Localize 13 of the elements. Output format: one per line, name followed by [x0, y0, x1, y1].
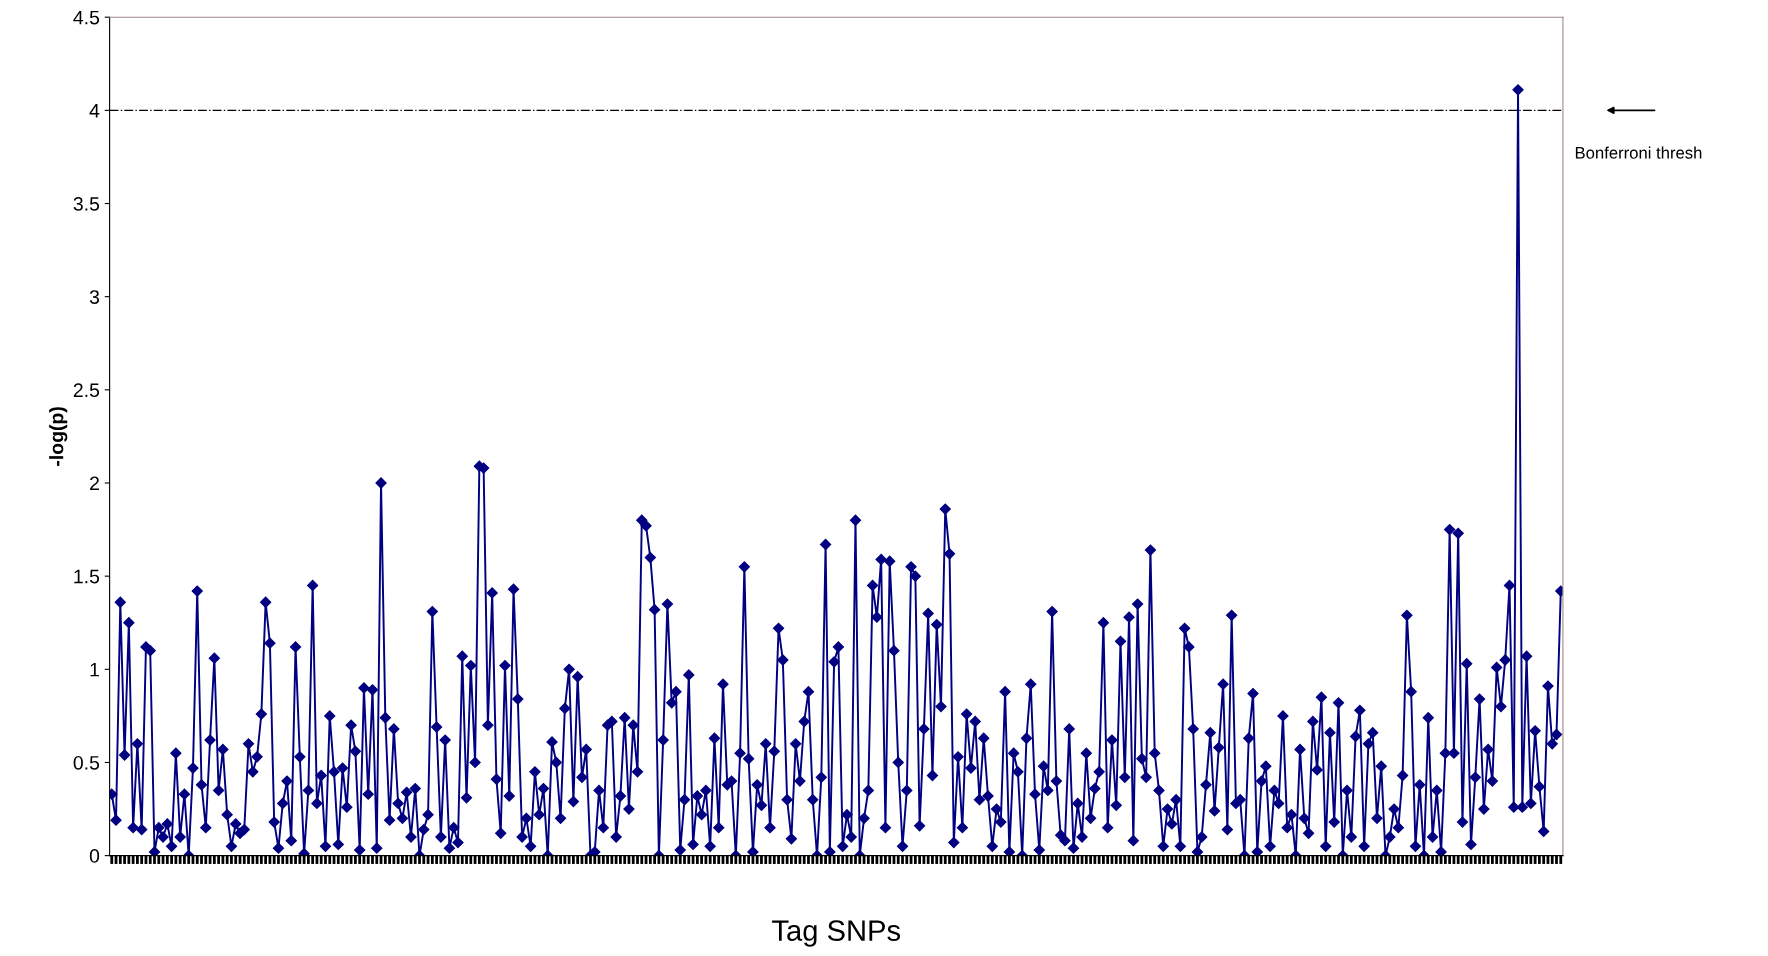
y-tick-label: 2	[90, 476, 99, 491]
ref-line-label: Bonferroni thresh	[1575, 146, 1702, 159]
y-tick-label: 1	[90, 662, 99, 677]
y-tick-label: 3.5	[73, 196, 100, 211]
y-tick-label: 0.5	[73, 755, 100, 770]
y-tick-label: 0	[89, 849, 100, 863]
y-tick-label: 3	[89, 290, 100, 304]
y-tick-label: 2.5	[73, 383, 100, 398]
y-tick-label: 4	[89, 104, 100, 118]
x-axis-title: Tag SNPs	[772, 920, 901, 947]
y-axis-title: -log(p)	[49, 407, 68, 466]
y-tick-label: 4.5	[73, 10, 100, 25]
y-tick-label: 1.5	[74, 569, 100, 584]
